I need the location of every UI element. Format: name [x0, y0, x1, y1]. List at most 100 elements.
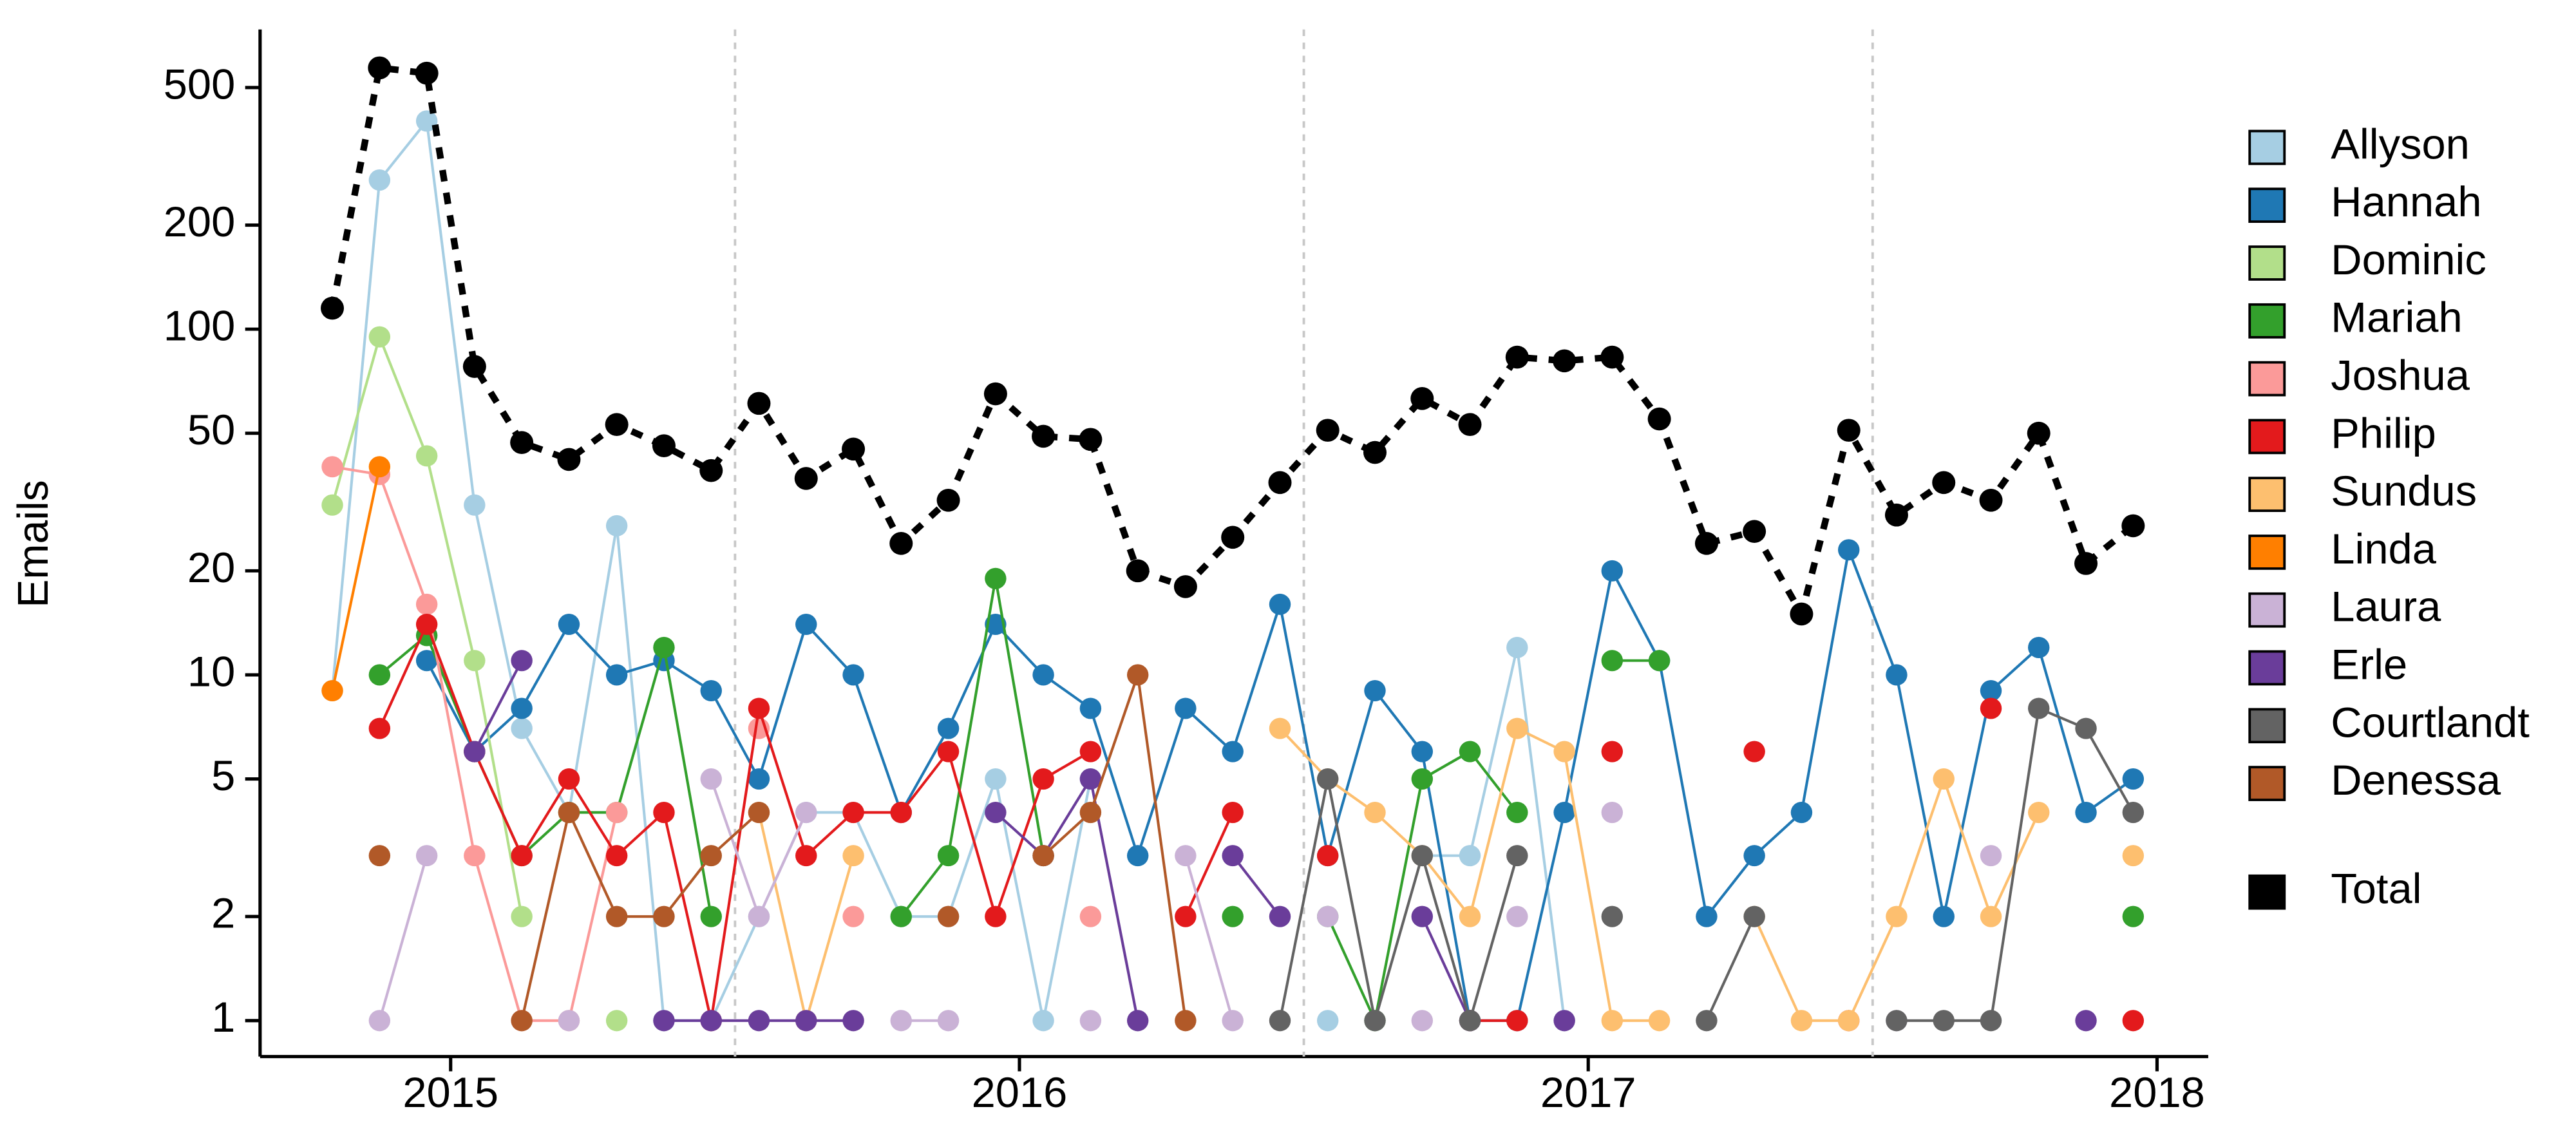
data-point: [558, 1010, 580, 1032]
legend-swatch: [2248, 766, 2286, 801]
data-point: [1363, 440, 1387, 464]
data-point: [1032, 845, 1054, 867]
data-point: [605, 802, 628, 824]
data-point: [605, 1010, 628, 1032]
data-point: [1886, 905, 1908, 927]
legend-swatch: [2248, 708, 2286, 744]
data-point: [937, 845, 960, 867]
data-point: [2121, 514, 2145, 538]
data-point: [1790, 802, 1813, 824]
data-point: [890, 802, 912, 824]
data-point: [368, 717, 391, 739]
data-point: [1601, 560, 1624, 582]
data-point: [605, 845, 628, 867]
data-point: [1980, 1010, 2002, 1032]
data-point: [1269, 905, 1291, 927]
data-point: [1886, 664, 1908, 686]
data-point: [2122, 768, 2145, 790]
data-point: [1126, 664, 1149, 686]
legend-swatch: [2248, 187, 2286, 223]
data-point: [1648, 650, 1671, 672]
data-point: [321, 456, 343, 478]
data-point: [1364, 1010, 1386, 1032]
data-point: [510, 431, 534, 454]
data-point: [1079, 905, 1102, 927]
data-point: [1126, 559, 1150, 583]
y-tick-label: 5: [211, 752, 235, 800]
legend-label: Courtlandt: [2331, 699, 2530, 747]
data-point: [1648, 1010, 1671, 1032]
data-point: [1647, 407, 1671, 431]
data-point: [1175, 697, 1197, 719]
data-point: [1601, 905, 1624, 927]
y-tick-label: 50: [187, 407, 235, 455]
data-point: [1696, 1010, 1718, 1032]
series-line: [331, 466, 381, 691]
legend-label: Linda: [2331, 526, 2436, 573]
data-point: [2028, 802, 2050, 824]
data-point: [558, 768, 580, 790]
data-point: [1032, 664, 1054, 686]
data-point: [889, 532, 913, 555]
data-point: [1979, 488, 2003, 512]
legend-label: Hannah: [2331, 179, 2481, 227]
data-point: [1459, 905, 1481, 927]
data-point: [983, 382, 1007, 406]
data-point: [1790, 1010, 1813, 1032]
data-point: [1126, 845, 1149, 867]
data-point: [511, 905, 533, 927]
data-point: [511, 697, 533, 719]
data-point: [415, 593, 438, 615]
data-point: [511, 717, 533, 739]
data-point: [1032, 1010, 1054, 1032]
data-point: [1079, 768, 1102, 790]
data-point: [842, 437, 866, 461]
data-point: [1410, 387, 1434, 410]
data-point: [2122, 905, 2145, 927]
data-point: [937, 717, 960, 739]
data-point: [464, 494, 486, 516]
data-point: [558, 613, 580, 636]
data-point: [842, 1010, 864, 1032]
data-point: [2074, 552, 2098, 575]
data-point: [1222, 1010, 1244, 1032]
data-point: [1601, 650, 1624, 672]
data-point: [1601, 802, 1624, 824]
legend-swatch: [2248, 129, 2286, 166]
legend-label: Mariah: [2331, 294, 2462, 342]
data-point: [605, 413, 629, 436]
data-point: [1458, 413, 1482, 436]
data-point: [1173, 575, 1197, 598]
data-point: [2122, 845, 2145, 867]
data-point: [2075, 1010, 2097, 1032]
data-point: [1269, 717, 1291, 739]
data-point: [937, 741, 960, 762]
data-point: [1790, 602, 1814, 626]
data-point: [2122, 802, 2145, 824]
data-point: [1411, 768, 1434, 790]
data-point: [1411, 905, 1434, 927]
data-point: [985, 905, 1007, 927]
data-point: [464, 650, 486, 672]
data-point: [748, 802, 770, 824]
data-point: [1506, 905, 1528, 927]
legend-swatch: [2248, 535, 2286, 570]
data-point: [748, 697, 770, 719]
data-point: [1980, 905, 2002, 927]
data-point: [842, 664, 864, 686]
data-point: [1601, 1010, 1624, 1032]
data-point: [1743, 845, 1765, 867]
y-tick-label: 100: [164, 303, 236, 350]
data-point: [511, 650, 533, 672]
data-point: [1980, 679, 2002, 702]
data-point: [748, 1010, 770, 1032]
data-point: [511, 1010, 533, 1032]
data-point: [557, 448, 581, 471]
data-point: [1601, 741, 1624, 762]
data-point: [842, 802, 864, 824]
data-point: [368, 664, 391, 686]
data-point: [368, 326, 391, 348]
data-point: [1032, 424, 1056, 448]
legend-label: Laura: [2331, 583, 2441, 631]
